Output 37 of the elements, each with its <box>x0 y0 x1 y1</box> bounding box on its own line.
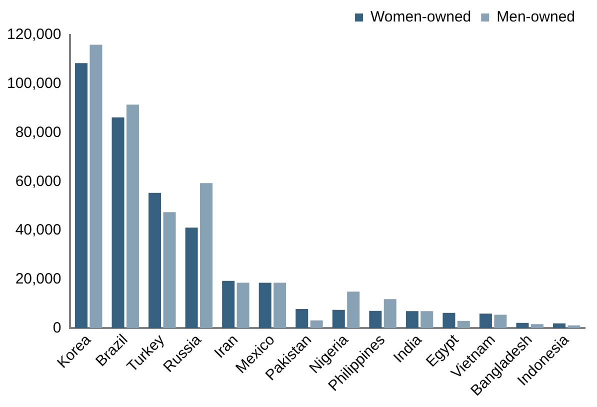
bar <box>457 320 470 328</box>
bar <box>384 299 396 328</box>
bar <box>310 320 323 328</box>
legend-label: Women-owned <box>370 8 472 26</box>
bar <box>369 310 382 328</box>
legend-label: Men-owned <box>496 8 576 26</box>
y-tick-label: 0 <box>52 319 62 336</box>
bar <box>296 308 308 328</box>
bar <box>274 282 286 328</box>
bar <box>112 117 124 328</box>
bar <box>163 212 176 328</box>
bar <box>236 282 250 328</box>
y-tick-label: 80,000 <box>15 124 62 141</box>
x-tick-label: Iran <box>211 331 242 362</box>
bar <box>126 104 139 328</box>
y-tick-label: 100,000 <box>6 75 62 92</box>
bar <box>90 44 102 328</box>
bar <box>420 311 434 328</box>
bar <box>494 314 507 328</box>
bar <box>222 280 235 328</box>
bar <box>530 324 544 328</box>
bar <box>148 192 162 328</box>
bar <box>185 228 198 328</box>
bar <box>332 310 345 328</box>
y-tick-label: 60,000 <box>15 172 62 190</box>
bar <box>479 314 492 328</box>
bar <box>200 183 213 328</box>
bar <box>516 322 529 328</box>
bar <box>75 63 88 328</box>
bar <box>347 292 360 328</box>
y-tick-label: 20,000 <box>15 270 62 288</box>
y-tick-label: 120,000 <box>6 26 62 44</box>
y-tick-label: 40,000 <box>15 222 62 239</box>
bar <box>442 312 456 328</box>
bar <box>553 323 566 328</box>
bar <box>258 282 272 328</box>
bar <box>406 311 418 328</box>
